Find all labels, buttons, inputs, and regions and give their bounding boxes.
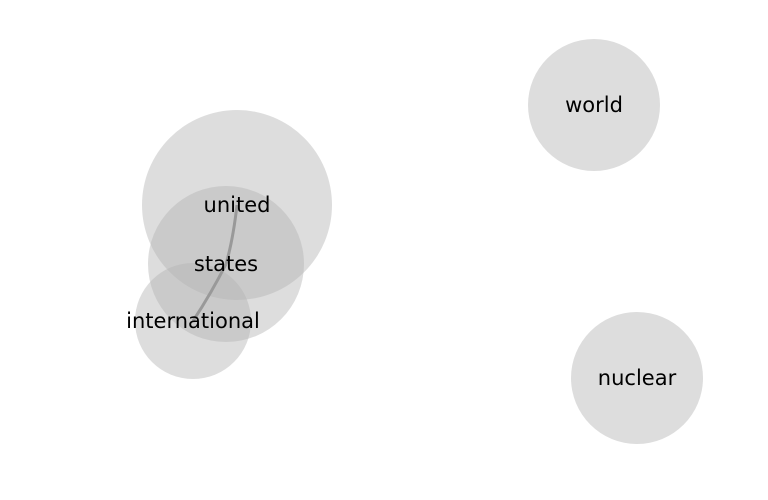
node-label-united: united <box>204 193 271 217</box>
edge-states-international <box>191 263 228 322</box>
edge-united-states <box>224 204 239 265</box>
node-label-world: world <box>565 93 623 117</box>
bubble-nuclear <box>571 312 703 444</box>
node-label-states: states <box>194 252 258 276</box>
node-label-nuclear: nuclear <box>598 366 677 390</box>
node-label-international: international <box>126 309 260 333</box>
bubble-world <box>528 39 660 171</box>
